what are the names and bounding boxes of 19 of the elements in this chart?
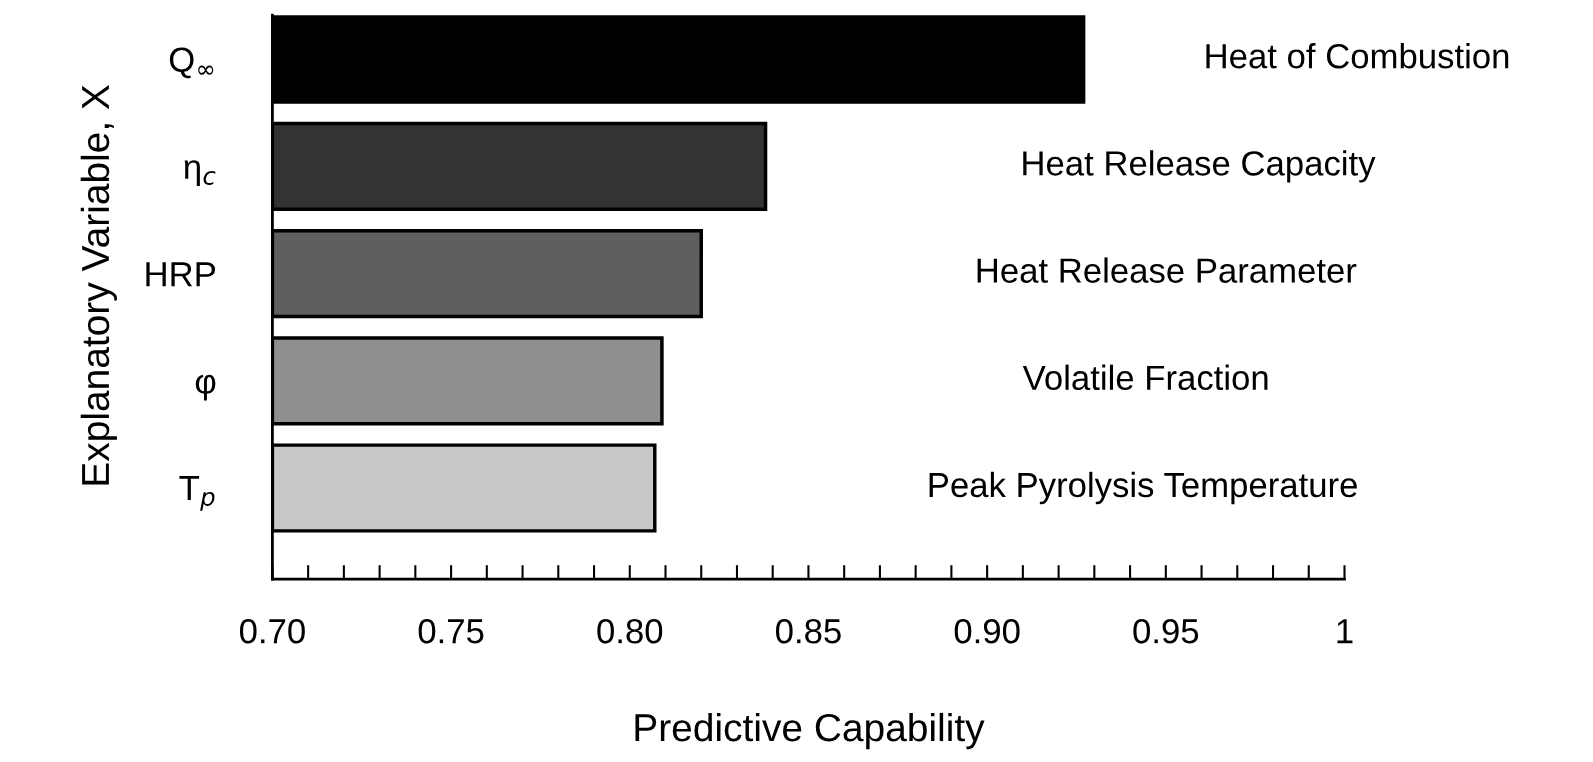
y-tick-label: T$_{p}$: [179, 476, 215, 511]
x-tick-label: 0.75: [418, 618, 484, 644]
y-tick-label: η$_{c}$: [184, 160, 216, 187]
y-tick-label: HRP: [146, 262, 216, 287]
x-tick-label: 1: [1337, 619, 1353, 644]
x-tick-label: 0.95: [1133, 618, 1199, 644]
annotation: Volatile Fraction: [1022, 364, 1268, 391]
y-axis-title: Explanatory Variable, X: [80, 84, 117, 485]
y-tick-label: φ: [195, 374, 216, 401]
annotation: Heat Release Capacity: [1023, 150, 1376, 183]
annotation: Heat Release Parameter: [977, 257, 1357, 283]
x-tick-label: 0.80: [597, 618, 663, 644]
x-tick-label: 0.70: [239, 618, 305, 644]
annotation: Heat of Combustion: [1206, 43, 1509, 69]
x-tick-label: 0.85: [776, 618, 841, 644]
x-tick-label: 0.90: [954, 618, 1020, 644]
x-axis-title: Predictive Capability: [635, 712, 985, 750]
y-tick-label: Q$_{∞}$: [169, 47, 214, 79]
annotation: Peak Pyrolysis Temperature: [929, 471, 1357, 505]
